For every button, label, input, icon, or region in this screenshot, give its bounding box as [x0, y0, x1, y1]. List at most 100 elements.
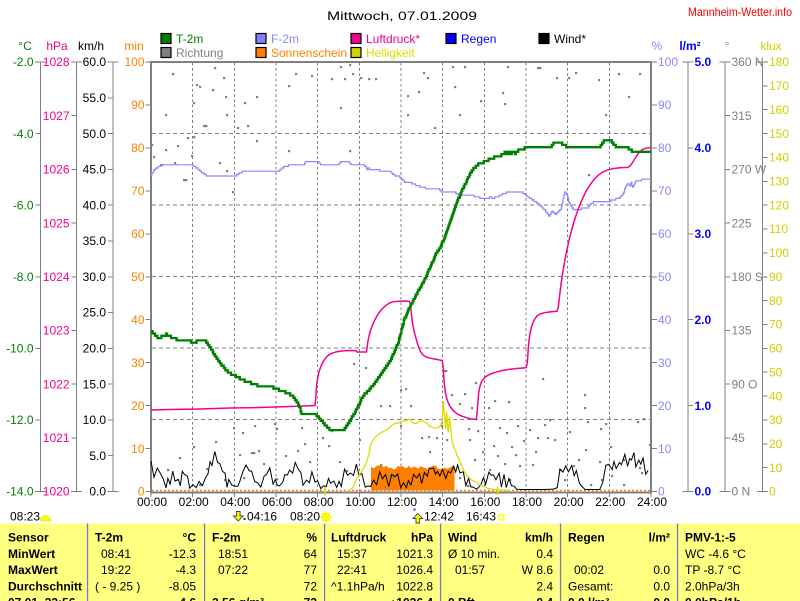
svg-text:19:22: 19:22: [101, 563, 131, 577]
svg-text:100: 100: [124, 55, 144, 69]
svg-text:170: 170: [769, 79, 789, 93]
svg-text:2.0: 2.0: [695, 313, 712, 327]
svg-text:1026: 1026: [43, 163, 70, 177]
svg-text:18:51: 18:51: [218, 547, 248, 561]
svg-text:3.0: 3.0: [695, 227, 712, 241]
svg-text:-2.0: -2.0: [13, 55, 34, 69]
svg-text:73: 73: [304, 596, 318, 601]
svg-text:20: 20: [658, 399, 672, 413]
svg-text:140: 140: [769, 151, 789, 165]
svg-text:MinWert: MinWert: [8, 547, 55, 561]
svg-text:55.0: 55.0: [83, 91, 107, 105]
svg-text:77: 77: [304, 563, 318, 577]
svg-text:1025: 1025: [43, 216, 70, 230]
svg-text:60: 60: [658, 227, 672, 241]
svg-text:360 N: 360 N: [732, 55, 764, 69]
svg-text:90: 90: [769, 270, 783, 284]
svg-text:F-2m: F-2m: [212, 531, 241, 545]
svg-text:TP -8.7 °C: TP -8.7 °C: [685, 563, 741, 577]
svg-text:l/m²: l/m²: [649, 531, 670, 545]
svg-text:0: 0: [138, 485, 145, 499]
svg-text:W 8.6: W 8.6: [522, 563, 554, 577]
svg-text:30.0: 30.0: [83, 270, 107, 284]
svg-text:16:43: 16:43: [466, 510, 496, 524]
svg-text:00:02: 00:02: [574, 563, 604, 577]
svg-text:270 W: 270 W: [732, 163, 767, 177]
svg-text:45: 45: [732, 431, 746, 445]
svg-text:0: 0: [658, 485, 665, 499]
svg-text:10: 10: [658, 442, 672, 456]
svg-text:km/h: km/h: [525, 531, 553, 545]
svg-text:22:00: 22:00: [595, 495, 625, 509]
svg-text:80: 80: [769, 294, 783, 308]
svg-text:0.4: 0.4: [536, 547, 553, 561]
svg-text:70: 70: [131, 184, 145, 198]
svg-text:64: 64: [304, 547, 318, 561]
svg-text:20: 20: [131, 399, 145, 413]
svg-text:150: 150: [769, 127, 789, 141]
svg-text:-4.6: -4.6: [175, 596, 196, 601]
svg-text:-8.0: -8.0: [13, 270, 34, 284]
svg-text:2.56 g/m³: 2.56 g/m³: [212, 596, 264, 601]
svg-text:1021: 1021: [43, 431, 70, 445]
svg-text:60: 60: [131, 227, 145, 241]
svg-text:0: 0: [769, 485, 776, 499]
svg-text:70: 70: [658, 184, 672, 198]
svg-text:1.0: 1.0: [695, 399, 712, 413]
svg-text:135: 135: [732, 324, 752, 338]
svg-text:35.0: 35.0: [83, 234, 107, 248]
svg-text:1026.4: 1026.4: [396, 563, 433, 577]
svg-text:0.0: 0.0: [653, 596, 670, 601]
svg-text:30: 30: [658, 356, 672, 370]
svg-text:0.0hPa/1h: 0.0hPa/1h: [685, 596, 741, 601]
svg-text:60: 60: [769, 342, 783, 356]
svg-text:hPa: hPa: [46, 39, 68, 53]
svg-text:Wind*: Wind*: [554, 32, 586, 46]
svg-text:T-2m: T-2m: [95, 531, 123, 545]
svg-text:klux: klux: [760, 39, 781, 53]
svg-text:2.4: 2.4: [536, 579, 553, 593]
svg-text:min: min: [124, 39, 143, 53]
svg-text:1020: 1020: [43, 485, 70, 499]
svg-text:-4.3: -4.3: [175, 563, 196, 577]
svg-text:Mittwoch, 07.01.2009: Mittwoch, 07.01.2009: [327, 9, 477, 23]
svg-text:Regen: Regen: [568, 531, 605, 545]
svg-text:315: 315: [732, 109, 752, 123]
svg-text:0.0 l/m²: 0.0 l/m²: [568, 596, 609, 601]
svg-text:10.0: 10.0: [83, 413, 107, 427]
svg-text:-12.0: -12.0: [6, 413, 34, 427]
svg-text:40: 40: [769, 389, 783, 403]
svg-text:5.0: 5.0: [89, 449, 106, 463]
svg-text:°C: °C: [18, 39, 32, 53]
svg-text:50: 50: [658, 270, 672, 284]
svg-text:0.0: 0.0: [653, 579, 670, 593]
svg-text:5.0: 5.0: [695, 55, 712, 69]
svg-text:1024: 1024: [43, 270, 70, 284]
svg-text:T-2m: T-2m: [176, 32, 203, 46]
svg-text:12:42: 12:42: [424, 510, 454, 524]
svg-text:^1.1hPa/h: ^1.1hPa/h: [331, 579, 385, 593]
svg-text:80: 80: [658, 141, 672, 155]
svg-text:25.0: 25.0: [83, 306, 107, 320]
svg-text:40.0: 40.0: [83, 198, 107, 212]
svg-text:72: 72: [304, 579, 318, 593]
svg-text:04:16: 04:16: [247, 510, 277, 524]
svg-text:0 Bft: 0 Bft: [448, 596, 475, 601]
svg-text:08:00: 08:00: [304, 495, 334, 509]
svg-text:08:23: 08:23: [10, 510, 40, 524]
svg-text:0.0: 0.0: [653, 563, 670, 577]
svg-text:km/h: km/h: [78, 39, 104, 53]
svg-text:40: 40: [658, 313, 672, 327]
svg-text:50: 50: [131, 270, 145, 284]
svg-text:225: 225: [732, 216, 752, 230]
svg-text:90 O: 90 O: [732, 377, 758, 391]
svg-text:12:00: 12:00: [387, 495, 417, 509]
svg-text:-4.0: -4.0: [13, 127, 34, 141]
svg-text:( - 9.25 ): ( - 9.25 ): [95, 579, 140, 593]
svg-text:4.0: 4.0: [695, 141, 712, 155]
svg-text:50.0: 50.0: [83, 127, 107, 141]
svg-text:Regen: Regen: [461, 32, 496, 46]
svg-text:90: 90: [131, 98, 145, 112]
svg-text:180: 180: [769, 55, 789, 69]
svg-text:130: 130: [769, 175, 789, 189]
